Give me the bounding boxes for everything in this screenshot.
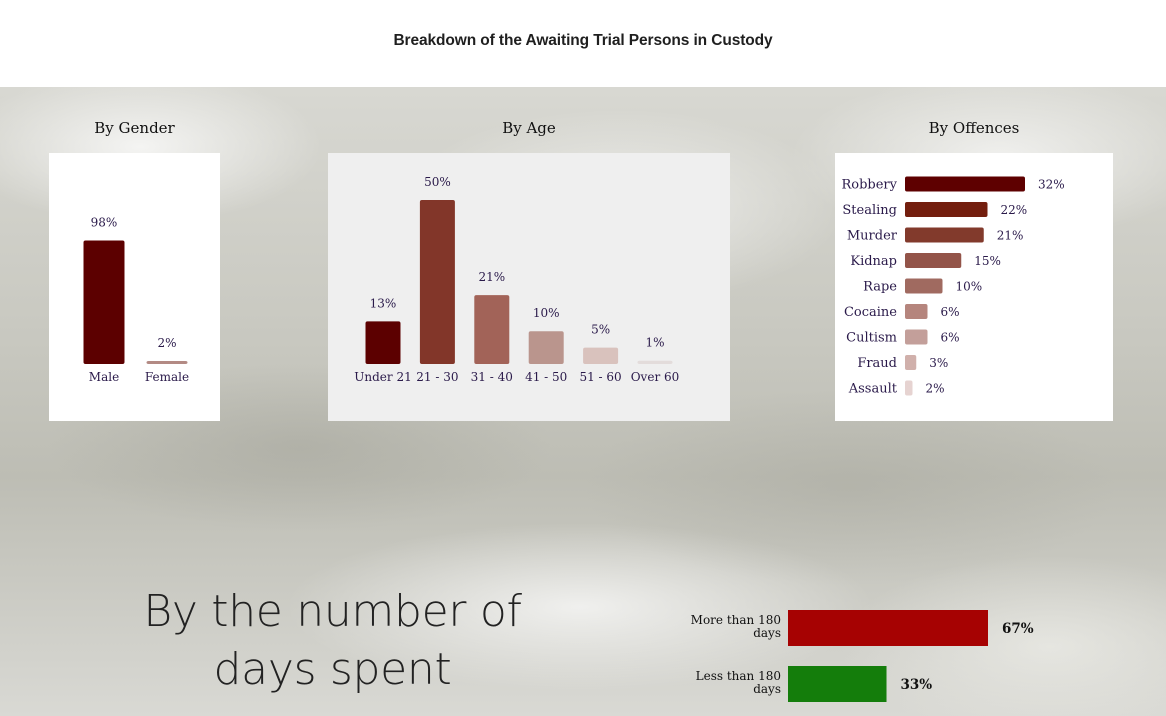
bar-stealing — [905, 202, 988, 217]
offences-chart-panel: Robbery 32% Stealing 22% Murder 21% Kidnap 15% R… — [835, 153, 1113, 421]
gender-chart-title: By Gender — [94, 119, 175, 137]
bar-value-label: 13% — [370, 296, 397, 310]
bar-value-label: 22% — [1001, 203, 1028, 217]
category-label: Assault — [848, 382, 898, 397]
category-label: Cocaine — [844, 305, 897, 320]
category-label: Over 60 — [631, 370, 680, 384]
gender-chart: 98% Male 2% Female — [83, 216, 189, 384]
bar-value-label: 32% — [1038, 178, 1065, 192]
offences-chart-title: By Offences — [928, 119, 1020, 137]
bar-value-label: 98% — [91, 216, 118, 230]
category-label: Cultism — [846, 331, 897, 346]
bar-value-label: 33% — [901, 677, 933, 693]
bar-over-60 — [637, 360, 673, 364]
category-label: 41 - 50 — [525, 370, 567, 384]
bar-value-label: 2% — [157, 336, 176, 350]
age-chart-title: By Age — [502, 119, 556, 137]
category-label-line1: More than 180 — [691, 613, 781, 627]
bar-21-30 — [419, 200, 455, 364]
cloud-background: By Gender 98% Male 2% Female By Age 13% Unde… — [0, 87, 1166, 716]
bar-value-label: 10% — [533, 306, 560, 320]
category-label: Kidnap — [850, 254, 897, 269]
bar-value-label: 67% — [1002, 621, 1034, 637]
bar-less-than-180-days — [788, 666, 887, 702]
bar-kidnap — [905, 253, 962, 268]
bar-value-label: 1% — [645, 336, 664, 350]
age-chart: 13% Under 21 50% 21 - 30 21% 31 - 40 10% 41 - 5… — [354, 175, 680, 384]
bar-more-than-180-days — [788, 610, 988, 646]
bar-value-label: 15% — [974, 254, 1001, 268]
bar-male — [83, 240, 125, 364]
category-label-line2: days — [753, 682, 781, 696]
bar-cocaine — [905, 304, 928, 319]
category-label: Robbery — [841, 178, 897, 193]
bar-value-label: 6% — [941, 331, 960, 345]
category-label-line1: Less than 180 — [696, 669, 781, 683]
category-label: Fraud — [857, 356, 897, 371]
bar-value-label: 21% — [478, 270, 505, 284]
bar-value-label: 10% — [956, 280, 983, 294]
category-label: Female — [145, 370, 189, 384]
category-label: 21 - 30 — [416, 370, 458, 384]
bar-51-60 — [583, 347, 619, 364]
page-title: Breakdown of the Awaiting Trial Persons … — [393, 32, 773, 49]
category-label: Stealing — [842, 203, 897, 218]
bar-fraud — [905, 355, 917, 370]
category-label: Murder — [847, 229, 898, 244]
category-label: Rape — [863, 280, 897, 295]
bar-value-label: 3% — [929, 356, 948, 370]
bar-assault — [905, 380, 913, 396]
bar-rape — [905, 278, 943, 294]
bar-value-label: 6% — [941, 305, 960, 319]
gender-chart-panel: 98% Male 2% Female — [49, 153, 220, 421]
bar-41-50 — [528, 331, 564, 364]
bar-female — [146, 361, 188, 364]
category-label-line2: days — [753, 626, 781, 640]
bar-31-40 — [474, 295, 510, 364]
days-chart-title: By the number of days spent — [143, 586, 522, 695]
bar-robbery — [905, 176, 1025, 192]
bar-murder — [905, 227, 984, 243]
bar-under-21 — [365, 321, 401, 364]
bar-value-label: 2% — [926, 382, 945, 396]
bar-value-label: 50% — [424, 175, 451, 189]
category-label: 31 - 40 — [471, 370, 513, 384]
bar-value-label: 21% — [997, 229, 1024, 243]
bar-cultism — [905, 329, 928, 345]
category-label: 51 - 60 — [579, 370, 621, 384]
page-header: Breakdown of the Awaiting Trial Persons … — [0, 0, 1166, 87]
category-label: Under 21 — [354, 370, 411, 384]
offences-chart: Robbery 32% Stealing 22% Murder 21% Kidnap 15% R… — [841, 176, 1065, 397]
bar-value-label: 5% — [591, 323, 610, 337]
category-label: Male — [89, 370, 119, 384]
age-chart-panel: 13% Under 21 50% 21 - 30 21% 31 - 40 10% 41 - 5… — [328, 153, 730, 421]
